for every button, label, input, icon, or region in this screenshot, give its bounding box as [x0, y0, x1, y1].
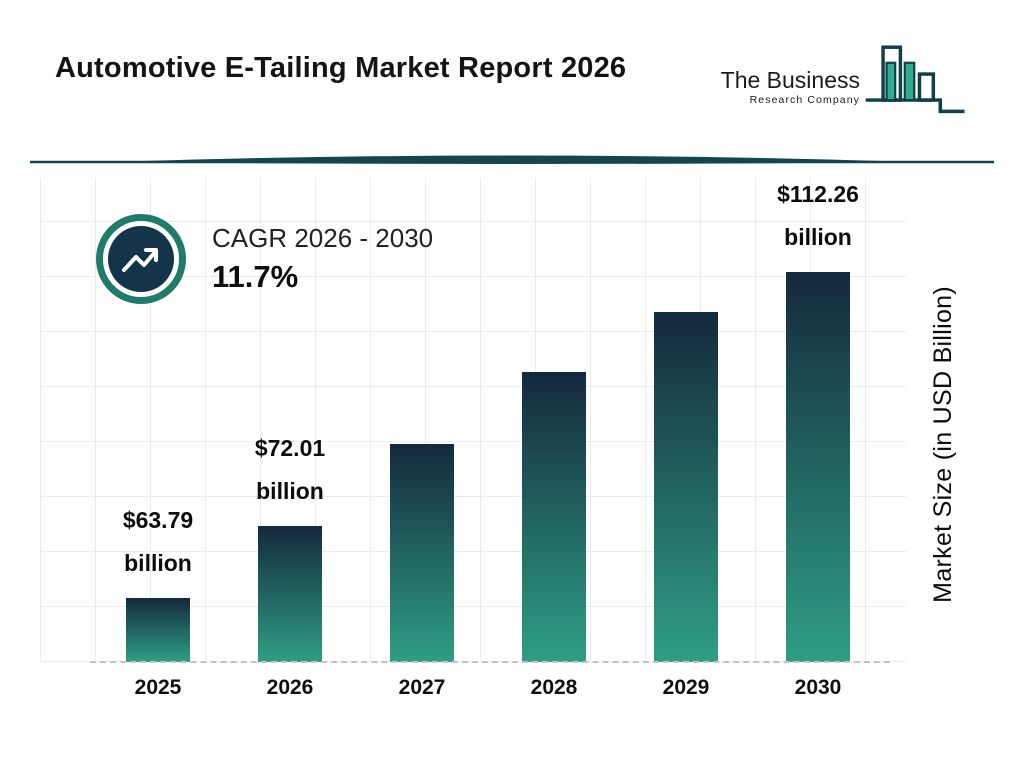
bar-column-2025: $63.79 billion	[92, 499, 224, 662]
trend-up-icon	[96, 214, 186, 304]
y-axis-label: Market Size (in USD Billion)	[929, 286, 957, 603]
x-axis-label-2028: 2028	[530, 676, 578, 699]
bar-chart-logo-icon	[865, 45, 965, 114]
bar-column-2029	[620, 300, 752, 662]
years-row: 2025 2026 2027 2028 2029 2030	[92, 676, 884, 700]
cagr-badge: CAGR 2026 - 2030 11.7%	[96, 214, 433, 304]
trend-up-icon-circle	[108, 226, 174, 292]
bar-column-2030: $112.26 billion	[752, 173, 884, 662]
company-logo: The Business Research Company	[721, 42, 968, 120]
x-axis-baseline	[90, 661, 890, 663]
bar-column-2026: $72.01 billion	[224, 427, 356, 662]
logo-subname: Research Company	[749, 94, 860, 106]
bar-value-label-2025: $63.79 billion	[122, 506, 194, 577]
cagr-value: 11.7%	[212, 259, 299, 294]
x-axis-label-2030: 2030	[794, 676, 842, 699]
chart-section: CAGR 2026 - 2030 11.7% $63.79 billion $72.…	[0, 178, 1024, 738]
bar-value-label-2026: $72.01 billion	[254, 434, 326, 505]
bar-2025	[126, 598, 190, 662]
bar-2027	[390, 444, 454, 662]
company-logo-text: The Business Research Company	[720, 66, 860, 120]
bars-row: $63.79 billion $72.01 billion $112.26 billion	[92, 173, 884, 662]
report-title: Automotive E-Tailing Market Report 2026	[55, 52, 627, 84]
cagr-text: CAGR 2026 - 2030 11.7%	[212, 223, 433, 295]
x-axis-label-2027: 2027	[398, 676, 446, 699]
chart-area: CAGR 2026 - 2030 11.7% $63.79 billion $72.…	[40, 178, 906, 663]
bar-2028	[522, 372, 586, 662]
bar-column-2028	[488, 360, 620, 662]
bar-2030	[786, 272, 850, 662]
bar-column-2027	[356, 432, 488, 662]
header: Automotive E-Tailing Market Report 2026 …	[0, 0, 1024, 148]
x-axis-label-2026: 2026	[266, 676, 314, 699]
trend-up-arrow-icon	[122, 248, 158, 272]
cagr-label: CAGR 2026 - 2030	[212, 223, 434, 253]
x-axis-label-2029: 2029	[662, 676, 710, 699]
bar-value-label-2030: $112.26 billion	[777, 180, 859, 251]
logo-name: The Business	[720, 66, 860, 93]
x-axis-label-2025: 2025	[134, 676, 182, 699]
divider	[30, 155, 994, 164]
bar-2026	[258, 526, 322, 662]
bar-2029	[654, 312, 718, 662]
